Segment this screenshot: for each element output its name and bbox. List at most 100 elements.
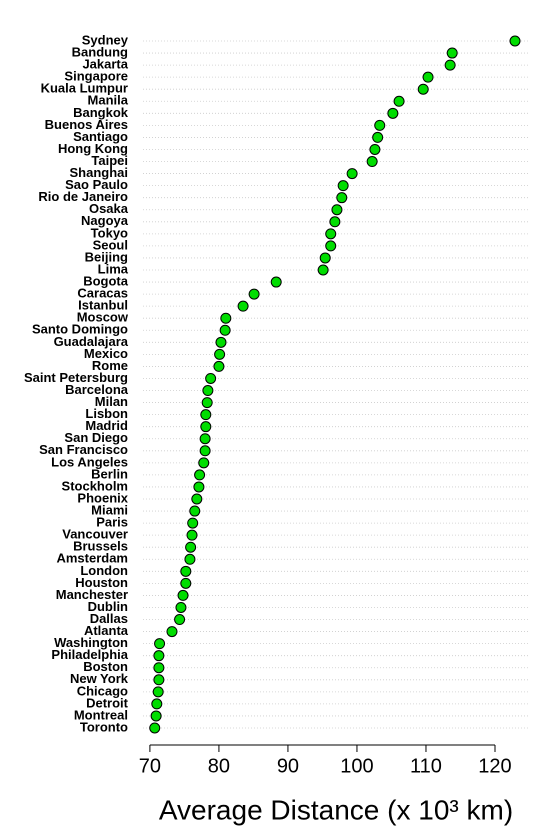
category-label: Brussels [73,539,128,554]
x-tick-label: 80 [208,755,230,777]
dot [198,457,210,469]
category-label: Berlin [91,466,128,481]
dot [417,83,429,95]
category-label: New York [70,671,129,686]
dot [372,131,384,143]
category-label: Nagoya [81,213,129,228]
dot [219,324,231,336]
dot [325,240,337,252]
category-label: Dallas [90,611,128,626]
category-label: Toronto [80,719,128,734]
category-label: Sao Paulo [65,177,128,192]
category-label: Atlanta [84,623,129,638]
x-tick-label: 120 [478,755,511,777]
dot [154,638,166,650]
category-label: Beijing [85,249,128,264]
dot [317,264,329,276]
dot [319,252,331,264]
dot [175,601,187,613]
dot [184,553,196,565]
category-label: Montreal [74,707,128,722]
category-label: Paris [96,515,128,530]
dot [346,168,358,180]
x-tick-label: 110 [410,755,442,777]
dot [374,119,386,131]
category-label: Lisbon [85,406,128,421]
category-label: Moscow [77,310,129,325]
dot [248,288,260,300]
dot [215,336,227,348]
category-label: San Francisco [39,442,128,457]
dot [186,529,198,541]
category-label: Miami [91,502,128,517]
dot [200,409,212,421]
category-label: Lima [98,261,129,276]
category-label: Philadelphia [51,647,128,662]
dot [220,312,232,324]
category-label: Rio de Janeiro [38,189,128,204]
dot [185,541,197,553]
category-label: Hong Kong [58,141,128,156]
category-label: Santiago [73,129,128,144]
x-axis-title: Average Distance (x 10³ km) [159,794,513,825]
category-label: Buenos Aires [45,117,128,132]
category-label: Saint Petersburg [24,370,128,385]
dot [153,674,165,686]
category-label: Mexico [84,346,128,361]
dot [331,204,343,216]
category-label: Stockholm [62,478,128,493]
dot [336,192,348,204]
category-label: Kuala Lumpur [41,81,128,96]
category-label: San Diego [64,430,128,445]
category-label: Taipei [91,153,128,168]
dot [151,698,163,710]
dot [422,71,434,83]
dot [193,481,205,493]
dot [174,614,186,626]
dot [152,686,164,698]
category-label: Boston [83,659,128,674]
dot [166,626,178,638]
category-label: Phoenix [77,490,128,505]
dot [366,156,378,168]
category-label: Bogota [83,273,129,288]
category-label: Jakarta [82,57,128,72]
dot [237,300,249,312]
category-label: Guadalajara [54,334,129,349]
category-label: Madrid [85,418,128,433]
dot [325,228,337,240]
dot [446,47,458,59]
dot [153,650,165,662]
dot [214,348,226,360]
category-label: Milan [95,394,128,409]
category-label: Manchester [56,587,128,602]
x-tick-label: 70 [139,755,161,777]
category-label: Singapore [64,69,128,84]
category-label: Barcelona [65,382,129,397]
dot [149,722,161,734]
category-label: Chicago [77,683,128,698]
dot [199,433,211,445]
dot [329,216,341,228]
category-label: Tokyo [91,225,128,240]
category-label: Vancouver [62,527,128,542]
dot [205,372,217,384]
dot [191,493,203,505]
category-label: Seoul [93,237,128,252]
dot [444,59,456,71]
category-label: Washington [54,635,128,650]
x-tick-label: 90 [277,755,299,777]
dot [180,577,192,589]
dot [200,421,212,433]
dot [337,180,349,192]
category-label: Bandung [72,44,128,59]
category-label: Bangkok [73,105,129,120]
category-label: Dublin [88,599,128,614]
dot [177,589,189,601]
dot [150,710,162,722]
category-label: Caracas [77,286,128,301]
dot [213,360,225,372]
dot [202,385,214,397]
